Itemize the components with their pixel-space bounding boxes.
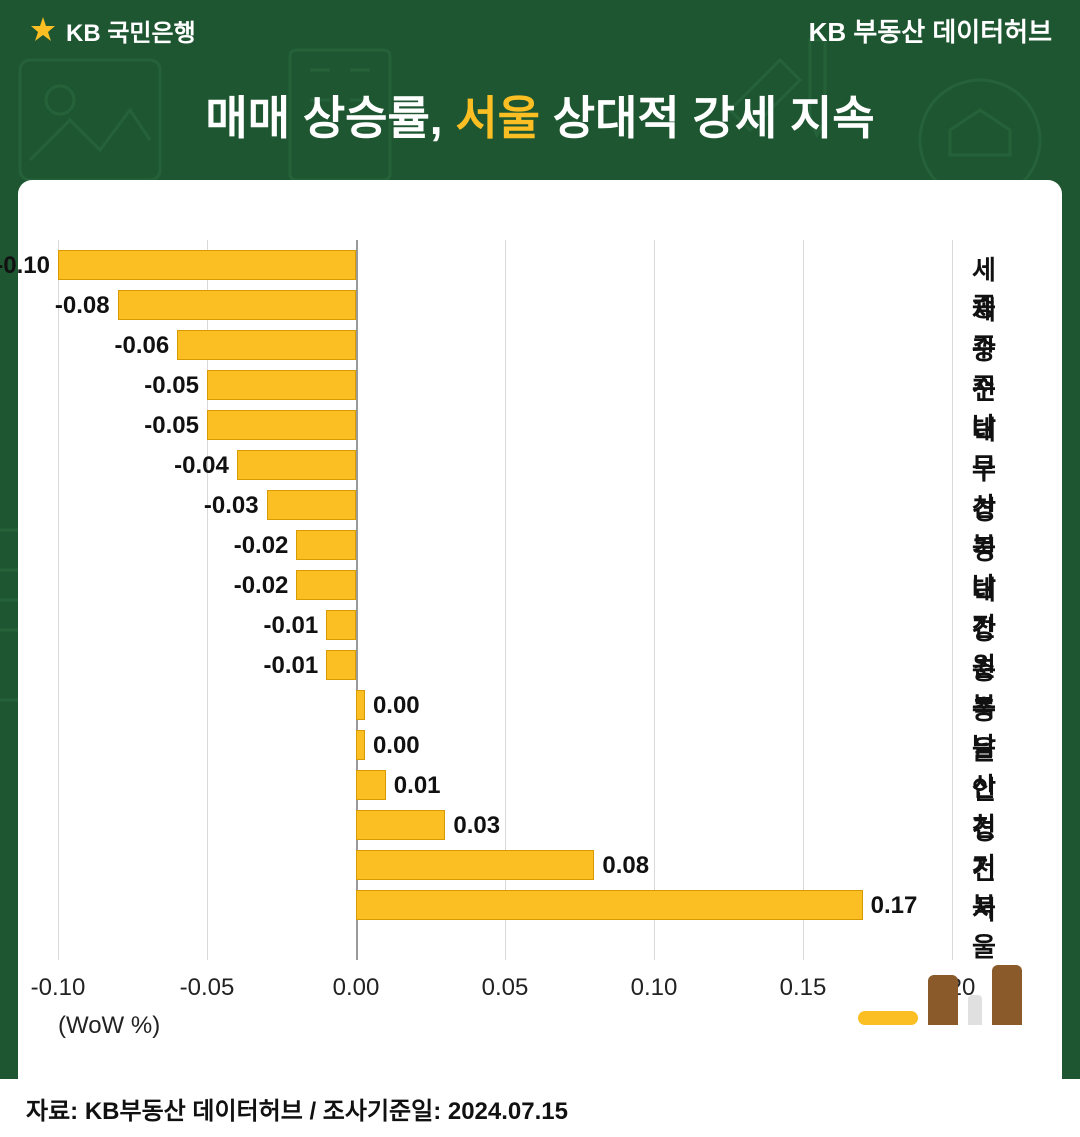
deco-bar-icon bbox=[928, 975, 958, 1025]
logo-left-text: KB 국민은행 bbox=[66, 13, 196, 48]
title-part2: 상대적 강세 지속 bbox=[540, 92, 875, 144]
chart-bar bbox=[58, 250, 356, 280]
footer: 자료: KB부동산 데이터허브 / 조사기준일: 2024.07.15 bbox=[0, 1079, 1080, 1137]
deco-bar-icon bbox=[992, 965, 1022, 1025]
logo-left: KB 국민은행 bbox=[28, 13, 196, 48]
chart-x-tick: 0.10 bbox=[631, 974, 678, 1002]
chart-x-tick: 0.00 bbox=[333, 974, 380, 1002]
chart-plot: -0.10-0.050.000.050.100.150.20-0.10세종-0.… bbox=[58, 240, 952, 960]
chart-value-label: -0.06 bbox=[115, 332, 170, 360]
chart-value-label: -0.03 bbox=[204, 492, 259, 520]
chart-bar bbox=[207, 410, 356, 440]
chart-bar bbox=[296, 530, 356, 560]
chart-gridline bbox=[803, 240, 804, 960]
page-title: 매매 상승률, 서울 상대적 강세 지속 bbox=[0, 60, 1080, 180]
chart-value-label: -0.01 bbox=[264, 652, 319, 680]
chart-value-label: -0.02 bbox=[234, 572, 289, 600]
chart-bar bbox=[326, 610, 356, 640]
title-part1: 매매 상승률, bbox=[205, 92, 455, 144]
chart-bar bbox=[356, 850, 594, 880]
chart-bar bbox=[356, 890, 863, 920]
header: KB 국민은행 KB 부동산 데이터허브 bbox=[0, 0, 1080, 60]
chart-bar bbox=[356, 690, 365, 720]
logo-right: KB 부동산 데이터허브 bbox=[809, 12, 1052, 49]
chart-unit-label: (WoW %) bbox=[58, 1012, 160, 1040]
chart-value-label: 0.08 bbox=[602, 852, 649, 880]
chart-value-label: -0.05 bbox=[144, 372, 199, 400]
chart-bar bbox=[207, 370, 356, 400]
title-highlight: 서울 bbox=[455, 92, 540, 144]
kb-star-icon bbox=[28, 15, 58, 45]
chart-bar bbox=[177, 330, 356, 360]
footer-source: 자료: KB부동산 데이터허브 / 조사기준일: 2024.07.15 bbox=[26, 1091, 568, 1126]
chart-value-label: 0.03 bbox=[453, 812, 500, 840]
chart-value-label: -0.08 bbox=[55, 292, 110, 320]
chart-x-tick: 0.05 bbox=[482, 974, 529, 1002]
chart-gridline bbox=[952, 240, 953, 960]
chart-value-label: -0.10 bbox=[0, 252, 50, 280]
chart-x-tick: -0.05 bbox=[180, 974, 235, 1002]
chart-x-tick: -0.10 bbox=[31, 974, 86, 1002]
chart-value-label: 0.17 bbox=[871, 892, 918, 920]
chart-value-label: -0.01 bbox=[264, 612, 319, 640]
chart-gridline bbox=[654, 240, 655, 960]
chart-value-label: -0.04 bbox=[174, 452, 229, 480]
chart-bar bbox=[267, 490, 356, 520]
deco-footer-icons bbox=[858, 965, 1022, 1025]
chart-bar bbox=[356, 730, 365, 760]
deco-bar-icon bbox=[968, 995, 982, 1025]
chart-x-tick: 0.15 bbox=[780, 974, 827, 1002]
chart-category-label: 서울 bbox=[972, 890, 996, 964]
chart-value-label: -0.02 bbox=[234, 532, 289, 560]
chart-bar bbox=[356, 770, 386, 800]
chart-value-label: 0.00 bbox=[373, 692, 420, 720]
chart-bar bbox=[296, 570, 356, 600]
chart-card: -0.10-0.050.000.050.100.150.20-0.10세종-0.… bbox=[18, 180, 1062, 1100]
chart-bar bbox=[356, 810, 445, 840]
chart-bar bbox=[118, 290, 356, 320]
deco-pill-icon bbox=[858, 1011, 918, 1025]
chart-bar bbox=[237, 450, 356, 480]
chart-value-label: 0.01 bbox=[394, 772, 441, 800]
chart-bar bbox=[326, 650, 356, 680]
chart-value-label: -0.05 bbox=[144, 412, 199, 440]
chart-value-label: 0.00 bbox=[373, 732, 420, 760]
chart-gridline bbox=[58, 240, 59, 960]
